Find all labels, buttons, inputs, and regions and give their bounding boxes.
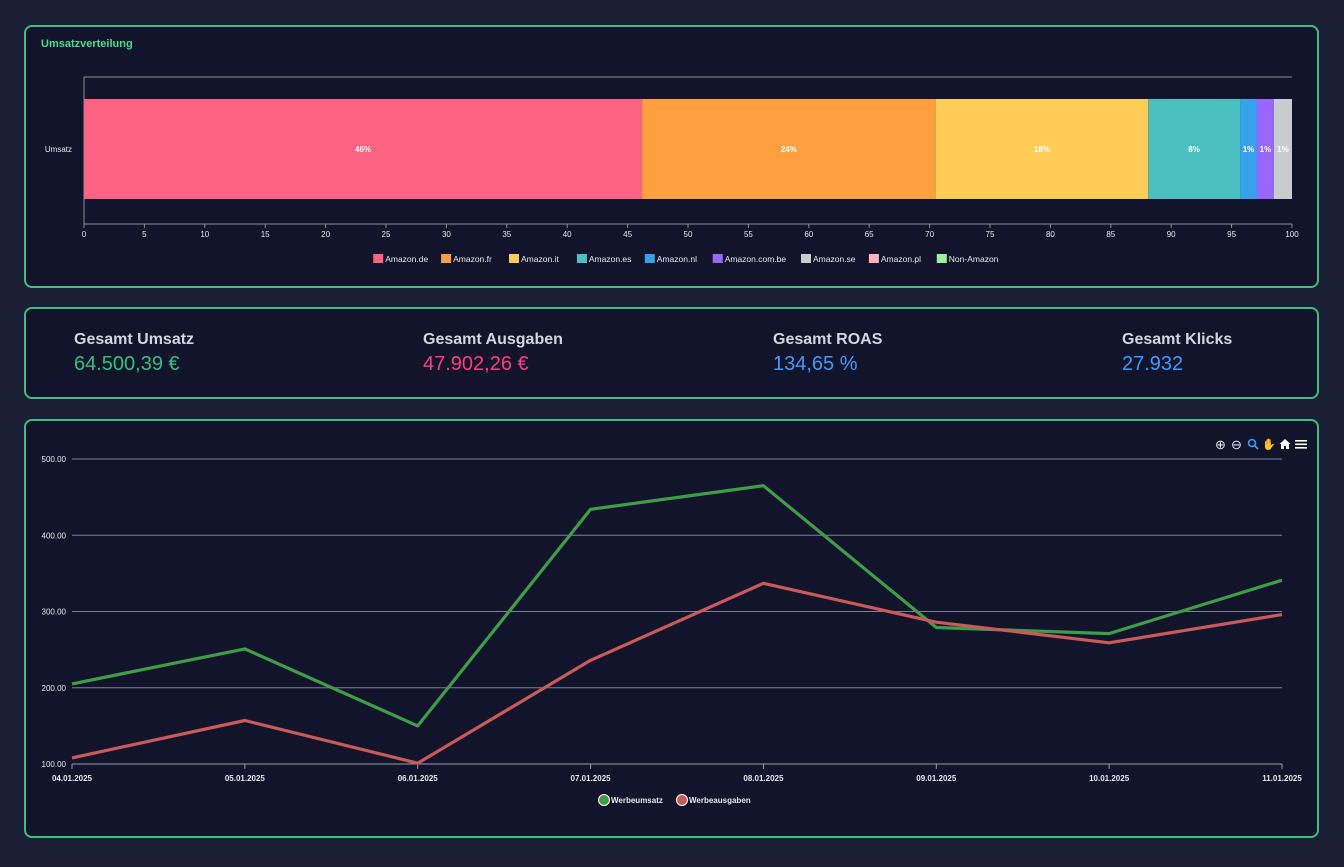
zoom-out-icon[interactable]: ⊖ [1231,437,1242,452]
x-tick-label: 55 [744,230,753,239]
y-tick-label: 400.00 [42,531,67,540]
x-tick-label: 04.01.2025 [52,774,93,783]
y-tick-label: Umsatz [45,145,72,154]
y-tick-label: 500.00 [42,455,67,464]
stat-total-roas: Gesamt ROAS 134,65 % [773,331,882,376]
data-label: 18% [1034,145,1050,154]
bar-segment [84,99,643,199]
x-tick-label: 60 [804,230,813,239]
x-tick-label: 65 [865,230,874,239]
y-tick-label: 300.00 [42,608,67,617]
x-tick-label: 5 [142,230,147,239]
bar-segment [1273,99,1292,199]
x-tick-label: 95 [1227,230,1236,239]
x-tick-label: 90 [1167,230,1176,239]
x-tick-label: 30 [442,230,451,239]
legend-swatch [868,254,879,263]
legend-swatch [936,254,947,263]
x-tick-label: 70 [925,230,934,239]
stat-label: Gesamt Klicks [1122,331,1233,348]
stat-label: Gesamt Umsatz [74,331,195,348]
y-tick-label: 100.00 [42,760,67,769]
x-tick-label: 07.01.2025 [571,774,612,783]
legend-label: Amazon.pl [881,254,921,264]
stat-label: Gesamt ROAS [773,331,883,348]
stat-total-clicks: Gesamt Klicks 27.932 [1122,331,1232,376]
legend-label: Amazon.com.be [725,254,787,264]
legend-swatch [373,254,384,263]
x-tick-label: 45 [623,230,632,239]
legend-label: Werbeumsatz [611,796,663,805]
x-tick-label: 25 [382,230,391,239]
legend-label: Werbeausgaben [689,796,751,805]
series-line [71,484,1283,728]
home-icon[interactable] [1278,438,1291,453]
stat-value: 64.500,39 € [74,353,180,375]
x-tick-label: 06.01.2025 [398,774,439,783]
x-tick-label: 20 [321,230,330,239]
legend-swatch [576,254,587,263]
legend-swatch [441,254,452,263]
legend-marker [676,794,688,806]
legend-swatch [712,254,723,263]
bar-segment [1148,99,1241,199]
data-label: 1% [1243,145,1255,154]
x-tick-label: 40 [563,230,572,239]
distribution-chart: Umsatz 46% 24% 18% 8% 1% 1% 1% 0 5 10 15 20 25 30 35 40 4… [45,76,1299,264]
series-line [71,581,1283,765]
magnifier-icon[interactable] [1246,438,1259,453]
menu-icon[interactable] [1294,438,1307,453]
legend-label: Amazon.se [813,254,856,264]
chart-title: Umsatzverteilung [41,38,133,50]
bar-segment [1240,99,1257,199]
stat-value: 27.932 [1122,353,1184,375]
timeline-chart: 100.00 200.00 300.00 400.00 500.00 04.01.2025… [42,455,1302,806]
data-label: 46% [355,145,371,154]
stat-value: 134,65 % [773,353,858,375]
stat-value: 47.902,26 € [423,353,529,375]
y-tick-label: 200.00 [42,684,67,693]
chart-toolbar: ⊕ ⊖ ✋ [1214,438,1307,453]
legend-label: Amazon.nl [657,254,697,264]
data-label: 1% [1260,145,1272,154]
x-tick-label: 08.01.2025 [743,774,784,783]
stat-label: Gesamt Ausgaben [423,331,563,348]
data-label: 1% [1277,145,1289,154]
x-tick-label: 15 [261,230,270,239]
x-tick-label: 10 [200,230,209,239]
x-tick-label: 0 [82,230,87,239]
stat-total-spend: Gesamt Ausgaben 47.902,26 € [423,331,563,376]
legend-label: Amazon.fr [453,254,492,264]
bar-segment [1256,99,1274,199]
zoom-in-icon[interactable]: ⊕ [1215,437,1226,452]
bar-segment [642,99,936,199]
legend-swatch [801,254,811,263]
legend-swatch [509,254,519,263]
x-tick-label: 50 [684,230,693,239]
data-label: 24% [781,145,797,154]
legend-label: Amazon.de [385,254,428,264]
timeline-panel: ⊕ ⊖ ✋ 100.00 200.00 300.00 400.00 500.00 04.0… [24,419,1319,838]
legend-label: Amazon.es [589,254,632,264]
stat-total-revenue: Gesamt Umsatz 64.500,39 € [74,331,194,376]
x-tick-label: 05.01.2025 [225,774,266,783]
x-tick-label: 85 [1106,230,1115,239]
bar-segment [935,99,1149,199]
x-tick-label: 80 [1046,230,1055,239]
legend-marker [598,794,610,806]
x-tick-label: 10.01.2025 [1089,774,1130,783]
legend-label: Non-Amazon [949,254,999,264]
x-tick-label: 09.01.2025 [916,774,957,783]
stats-panel: Gesamt Umsatz 64.500,39 € Gesamt Ausgabe… [24,307,1319,399]
legend-swatch [644,254,655,263]
data-label: 8% [1188,145,1200,154]
legend-label: Amazon.it [521,254,559,264]
x-tick-label: 100 [1285,230,1299,239]
distribution-panel: Umsatzverteilung Umsatz 46% 24% 18% 8% 1% 1% 1%… [24,25,1319,288]
x-tick-label: 11.01.2025 [1262,774,1302,783]
pan-hand-icon[interactable]: ✋ [1262,439,1276,451]
x-tick-label: 35 [502,230,511,239]
x-tick-label: 75 [986,230,995,239]
